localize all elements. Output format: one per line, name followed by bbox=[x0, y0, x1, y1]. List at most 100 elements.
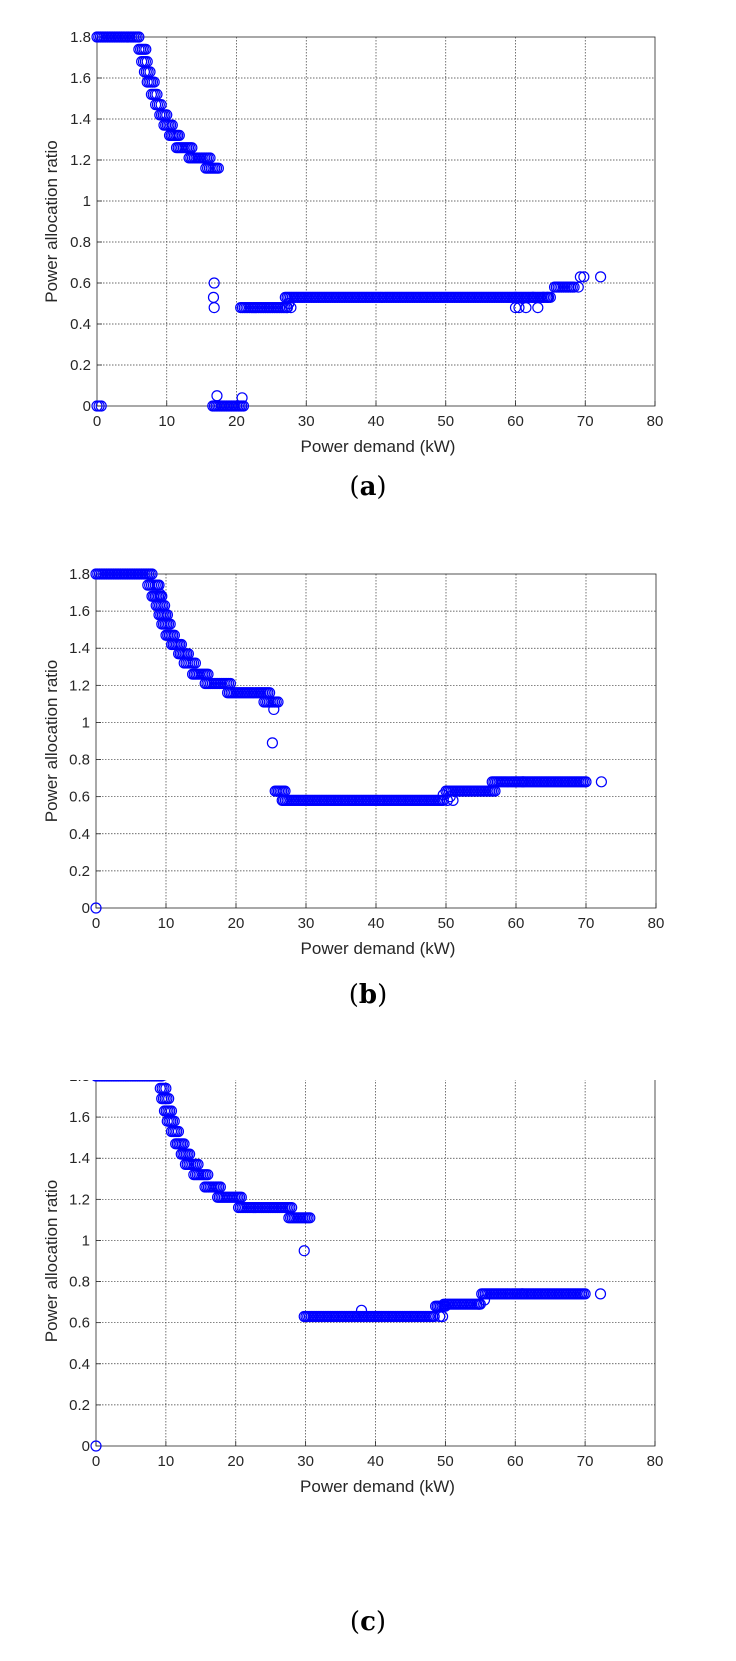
data-point bbox=[95, 400, 107, 412]
x-tick-label: 60 bbox=[507, 413, 524, 430]
data-point bbox=[157, 1080, 166, 1082]
data-series bbox=[90, 1080, 607, 1452]
y-tick-label: 0.8 bbox=[69, 1274, 90, 1291]
x-tick-label: 20 bbox=[228, 413, 245, 430]
y-tick-label: 0.8 bbox=[69, 752, 90, 769]
data-point bbox=[434, 1310, 446, 1323]
data-point bbox=[580, 776, 592, 788]
y-tick-label: 0 bbox=[82, 900, 90, 917]
data-point bbox=[90, 902, 102, 914]
scatter-chart-a: 0 10 20 30 40 50 60 70 80 0 0.2 0.4 0.6 0.8 1 1.2 1.4 1.6… bbox=[42, 29, 663, 456]
data-point bbox=[579, 1288, 591, 1300]
data-point bbox=[544, 291, 556, 303]
x-tick-label: 10 bbox=[158, 915, 175, 932]
data-point bbox=[298, 1245, 310, 1257]
data-point bbox=[208, 277, 220, 289]
y-axis-label: Power allocation ratio bbox=[42, 660, 61, 823]
y-tick-label: 1.8 bbox=[70, 29, 91, 46]
y-tick-label: 0.2 bbox=[69, 863, 90, 880]
y-tick-label: 1.2 bbox=[70, 152, 91, 169]
data-point bbox=[140, 43, 152, 55]
data-point bbox=[164, 618, 176, 630]
y-tick-label: 1.6 bbox=[70, 70, 91, 87]
caption-letter: b bbox=[358, 980, 378, 1010]
data-point bbox=[595, 776, 608, 788]
y-axis-label: Power allocation ratio bbox=[42, 140, 61, 303]
y-tick-label: 1.2 bbox=[69, 677, 90, 694]
x-tick-label: 0 bbox=[92, 915, 100, 932]
x-tick-label: 60 bbox=[508, 915, 525, 932]
y-tick-label: 1 bbox=[82, 714, 90, 731]
x-tick-label: 30 bbox=[297, 1453, 314, 1470]
x-tick-label: 80 bbox=[648, 915, 665, 932]
data-point bbox=[276, 794, 288, 806]
caption-letter: a bbox=[359, 472, 377, 502]
y-tick-label: 1.6 bbox=[69, 1109, 90, 1126]
data-point bbox=[146, 568, 158, 580]
y-tick-label: 1 bbox=[83, 193, 91, 210]
y-tick-label: 0.4 bbox=[69, 826, 90, 843]
x-tick-label: 40 bbox=[368, 915, 385, 932]
data-point bbox=[212, 162, 224, 174]
caption-letter: c bbox=[360, 1607, 376, 1637]
y-tick-label: 0.4 bbox=[69, 1356, 90, 1373]
y-tick-label: 1.6 bbox=[69, 603, 90, 620]
y-tick-label: 0.6 bbox=[69, 789, 90, 806]
data-point bbox=[520, 302, 532, 314]
data-point bbox=[236, 392, 248, 404]
x-axis-label: Power demand (kW) bbox=[300, 1477, 455, 1496]
data-point bbox=[513, 302, 525, 314]
y-tick-label: 0 bbox=[82, 1438, 90, 1455]
y-tick-label: 0.2 bbox=[69, 1397, 90, 1414]
y-tick-label: 1.2 bbox=[69, 1191, 90, 1208]
data-point bbox=[283, 297, 295, 310]
y-tick-label: 1.4 bbox=[70, 111, 91, 128]
y-tick-label: 0.6 bbox=[69, 1315, 90, 1332]
data-point bbox=[173, 129, 185, 141]
data-point bbox=[237, 400, 250, 412]
x-tick-label: 50 bbox=[438, 915, 455, 932]
x-tick-label: 0 bbox=[93, 413, 101, 430]
x-tick-label: 80 bbox=[647, 1453, 664, 1470]
data-point bbox=[594, 271, 607, 283]
data-point bbox=[574, 271, 586, 283]
y-tick-label: 0.4 bbox=[70, 316, 91, 333]
data-point bbox=[90, 1440, 102, 1452]
data-point bbox=[578, 271, 590, 283]
data-point bbox=[172, 1125, 185, 1138]
data-point bbox=[189, 657, 201, 669]
caption-c: (c) bbox=[349, 1607, 387, 1637]
y-tick-label: 1 bbox=[82, 1232, 90, 1249]
x-tick-label: 30 bbox=[298, 413, 315, 430]
data-point bbox=[355, 1304, 368, 1316]
caption-a: (a) bbox=[349, 472, 387, 502]
data-point bbox=[211, 390, 223, 402]
data-point bbox=[437, 789, 449, 801]
scatter-chart-b: 0 10 20 30 40 50 60 70 80 0 0.2 0.4 0.6 0.8 1 1.2 1.4 1.6… bbox=[42, 566, 665, 958]
data-point bbox=[537, 291, 550, 303]
y-tick-label: 1.8 bbox=[69, 566, 90, 583]
data-point bbox=[154, 588, 166, 601]
data-point bbox=[444, 791, 456, 803]
y-tick-label: 1.4 bbox=[69, 640, 90, 657]
data-point bbox=[532, 302, 544, 314]
data-series bbox=[91, 31, 607, 412]
data-point bbox=[447, 794, 459, 806]
x-tick-label: 50 bbox=[437, 1453, 454, 1470]
x-tick-label: 20 bbox=[227, 1453, 244, 1470]
data-series bbox=[90, 568, 608, 914]
chart-panel-b: 0 10 20 30 40 50 60 70 80 0 0.2 0.4 0.6 0.8 1 1.2 1.4 1.6… bbox=[0, 540, 736, 1080]
y-tick-label: 1.4 bbox=[69, 1150, 90, 1167]
data-point bbox=[594, 1288, 607, 1300]
data-point bbox=[541, 291, 554, 303]
y-tick-label: 0 bbox=[83, 398, 91, 415]
data-point bbox=[133, 31, 145, 43]
chart-panel-c: 0 10 20 30 40 50 60 70 80 0 0.2 0.4 0.6 0.8 1 1.2 1.4 1.6… bbox=[0, 1080, 736, 1661]
data-point bbox=[148, 76, 160, 88]
y-axis-label: Power allocation ratio bbox=[42, 1180, 61, 1343]
data-point bbox=[473, 1298, 485, 1310]
data-point bbox=[163, 1093, 175, 1105]
x-axis-label: Power demand (kW) bbox=[301, 437, 456, 456]
data-point bbox=[202, 1169, 214, 1181]
x-tick-label: 30 bbox=[298, 915, 315, 932]
